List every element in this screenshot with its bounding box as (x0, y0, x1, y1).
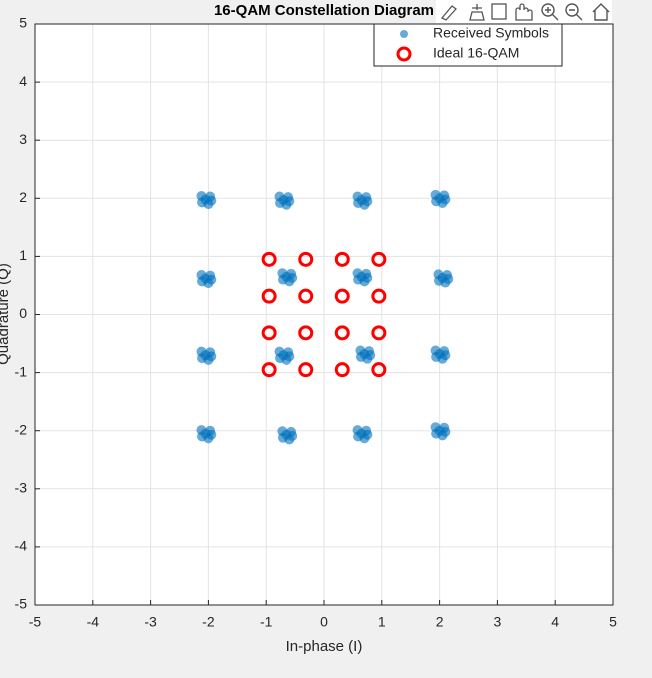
y-tick-label: -2 (15, 421, 28, 437)
marks (196, 189, 454, 445)
x-tick-label: 4 (551, 614, 559, 630)
toolbar (436, 0, 612, 23)
point (287, 430, 298, 441)
point (197, 431, 208, 442)
point (365, 350, 376, 361)
point (355, 351, 366, 362)
point (197, 353, 208, 364)
point (206, 274, 217, 285)
x-tick-label: 1 (378, 614, 386, 630)
point (298, 362, 314, 378)
point (362, 429, 373, 440)
point (298, 325, 314, 341)
point (440, 426, 451, 437)
point (284, 351, 295, 362)
y-tick-label: -3 (15, 480, 28, 496)
point (275, 353, 286, 364)
y-tick-label: -1 (15, 363, 28, 379)
point (371, 251, 387, 267)
x-tick-label: -1 (260, 614, 273, 630)
point (443, 274, 454, 285)
point (206, 195, 217, 206)
point (353, 431, 364, 442)
point (334, 325, 350, 341)
x-tick-label: 5 (609, 614, 617, 630)
point (261, 251, 277, 267)
point (206, 429, 217, 440)
point (371, 325, 387, 341)
pan-icon[interactable] (515, 3, 533, 21)
point (334, 362, 350, 378)
y-tick-label: 5 (19, 15, 27, 31)
export-icon[interactable] (491, 3, 507, 20)
point (284, 196, 295, 207)
y-tick-label: 2 (19, 189, 27, 205)
home-icon[interactable] (592, 3, 610, 21)
point (197, 276, 208, 287)
legend-marker (396, 46, 412, 62)
point (431, 196, 442, 207)
y-tick-label: 3 (19, 131, 27, 147)
point (197, 197, 208, 208)
legend: Received Symbols Ideal 16-QAM (373, 23, 563, 67)
x-axis-label: In-phase (I) (286, 638, 363, 655)
point (371, 362, 387, 378)
point (362, 272, 373, 283)
x-tick-label: 0 (320, 614, 328, 630)
point (298, 251, 314, 267)
point (440, 350, 451, 361)
legend-label: Received Symbols (433, 25, 549, 41)
x-tick-label: 3 (494, 614, 502, 630)
y-axis-label: Quadrature (Q) (0, 263, 12, 365)
point (206, 351, 217, 362)
y-tick-label: -4 (15, 538, 28, 554)
point (353, 197, 364, 208)
point (434, 275, 445, 286)
legend-marker (400, 30, 408, 38)
data-tips-icon[interactable] (469, 4, 485, 21)
point (334, 288, 350, 304)
zoom-in-icon[interactable] (541, 3, 555, 17)
x-tick-label: 2 (436, 614, 444, 630)
y-tick-label: 1 (19, 247, 27, 263)
point (275, 197, 286, 208)
point (298, 288, 314, 304)
point (277, 432, 288, 443)
point (261, 288, 277, 304)
point (287, 272, 298, 283)
x-tick-label: -2 (202, 614, 215, 630)
y-tick-label: 4 (19, 73, 27, 89)
point (431, 428, 442, 439)
x-tick-label: -3 (144, 614, 157, 630)
zoom-out-icon[interactable] (565, 3, 579, 17)
point (277, 274, 288, 285)
point (440, 194, 451, 205)
point (431, 351, 442, 362)
y-tick-label: 0 (19, 305, 27, 321)
brush-icon[interactable] (440, 5, 457, 21)
ticks: -5 -4 -3 -2 -1 0 1 2 3 4 5 -5 -4 -3 -2 -1 0 1 2 3 4 5 (15, 15, 618, 630)
legend-label: Ideal 16-QAM (433, 45, 519, 61)
y-tick-label: -5 (15, 596, 28, 612)
point (353, 274, 364, 285)
point (261, 362, 277, 378)
x-tick-label: -4 (87, 614, 100, 630)
point (362, 196, 373, 207)
point (371, 288, 387, 304)
x-tick-label: -5 (29, 614, 42, 630)
point (261, 325, 277, 341)
chart-title: 16-QAM Constellation Diagram (214, 2, 434, 19)
point (334, 251, 350, 267)
